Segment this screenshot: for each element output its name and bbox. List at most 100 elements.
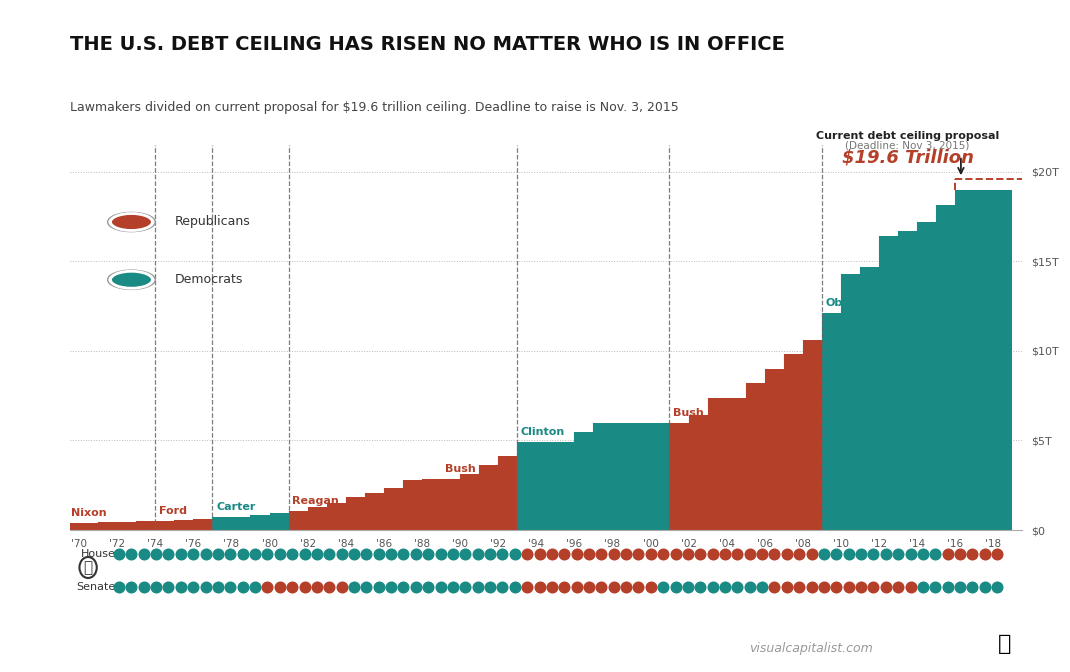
- Point: [889, 548, 906, 559]
- Point: [593, 582, 610, 593]
- Point: [395, 548, 412, 559]
- Point: [679, 582, 697, 593]
- Point: [555, 582, 572, 593]
- Point: [815, 548, 832, 559]
- Point: [853, 582, 870, 593]
- Point: [642, 582, 659, 593]
- Point: [593, 548, 610, 559]
- Point: [357, 582, 374, 593]
- Point: [729, 582, 746, 593]
- Point: [976, 582, 993, 593]
- Point: [444, 582, 461, 593]
- Text: Bush: Bush: [673, 409, 704, 419]
- Point: [989, 582, 1006, 593]
- Point: [580, 548, 597, 559]
- Point: [531, 582, 548, 593]
- Point: [704, 582, 721, 593]
- Point: [828, 582, 845, 593]
- Point: [667, 548, 684, 559]
- Point: [432, 548, 449, 559]
- Point: [877, 582, 895, 593]
- Point: [135, 582, 152, 593]
- Point: [778, 582, 795, 593]
- Point: [296, 548, 314, 559]
- Point: [159, 582, 177, 593]
- Circle shape: [110, 271, 152, 288]
- Point: [494, 582, 511, 593]
- Point: [778, 548, 795, 559]
- Text: (Deadline: Nov 3, 2015): (Deadline: Nov 3, 2015): [845, 140, 969, 151]
- Point: [964, 548, 981, 559]
- Point: [742, 548, 759, 559]
- Point: [123, 582, 140, 593]
- Point: [766, 548, 783, 559]
- Point: [259, 548, 276, 559]
- Point: [791, 548, 808, 559]
- Point: [469, 582, 486, 593]
- Point: [742, 582, 759, 593]
- Point: [197, 582, 214, 593]
- Point: [939, 548, 957, 559]
- Point: [519, 548, 536, 559]
- Point: [889, 582, 906, 593]
- Point: [469, 548, 486, 559]
- Point: [210, 548, 227, 559]
- Point: [210, 582, 227, 593]
- Point: [383, 548, 400, 559]
- Point: [197, 548, 214, 559]
- Point: [271, 548, 288, 559]
- Text: Reagan: Reagan: [292, 496, 339, 505]
- Point: [123, 548, 140, 559]
- Point: [791, 582, 808, 593]
- Point: [804, 548, 821, 559]
- Text: $19.6 Trillion: $19.6 Trillion: [842, 149, 974, 167]
- Text: Senate: Senate: [76, 582, 116, 592]
- Point: [580, 582, 597, 593]
- Text: Clinton: Clinton: [521, 427, 565, 437]
- Point: [679, 548, 697, 559]
- Point: [482, 548, 499, 559]
- Point: [506, 582, 523, 593]
- Point: [408, 582, 425, 593]
- Text: Lawmakers divided on current proposal for $19.6 trillion ceiling. Deadline to ra: Lawmakers divided on current proposal fo…: [70, 101, 678, 114]
- Point: [753, 582, 770, 593]
- Point: [544, 548, 561, 559]
- Point: [370, 582, 387, 593]
- Point: [234, 548, 251, 559]
- Point: [717, 548, 734, 559]
- Point: [172, 548, 189, 559]
- Point: [284, 582, 301, 593]
- Point: [110, 582, 127, 593]
- Point: [135, 548, 152, 559]
- Point: [630, 548, 647, 559]
- Point: [704, 548, 721, 559]
- Point: [234, 582, 251, 593]
- Point: [544, 582, 561, 593]
- Point: [506, 548, 523, 559]
- Point: [606, 582, 623, 593]
- Text: Carter: Carter: [216, 503, 256, 513]
- Point: [617, 548, 635, 559]
- Point: [271, 582, 288, 593]
- Point: [655, 548, 672, 559]
- Point: [148, 548, 165, 559]
- Point: [655, 582, 672, 593]
- Point: [333, 582, 350, 593]
- Point: [419, 548, 437, 559]
- Text: Current debt ceiling proposal: Current debt ceiling proposal: [816, 132, 999, 141]
- Point: [667, 582, 684, 593]
- Point: [804, 582, 821, 593]
- Point: [617, 582, 635, 593]
- Point: [221, 582, 239, 593]
- Text: House: House: [80, 549, 116, 559]
- Point: [395, 582, 412, 593]
- Point: [185, 582, 202, 593]
- Point: [915, 548, 932, 559]
- Point: [691, 582, 708, 593]
- Point: [321, 548, 338, 559]
- Point: [221, 548, 239, 559]
- Text: Obama: Obama: [826, 298, 870, 308]
- Point: [172, 582, 189, 593]
- Point: [531, 548, 548, 559]
- Point: [457, 548, 474, 559]
